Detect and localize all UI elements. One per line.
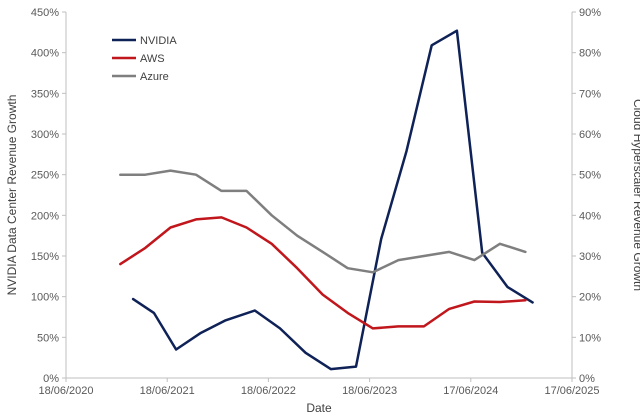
series-line-aws bbox=[119, 216, 527, 330]
y-left-tick-label: 450% bbox=[31, 7, 59, 19]
legend-label-nvidia: NVIDIA bbox=[140, 35, 177, 47]
x-axis-title: Date bbox=[306, 401, 332, 415]
y-axis-left-title: NVIDIA Data Center Revenue Growth bbox=[5, 95, 19, 296]
x-tick-label: 18/06/2022 bbox=[241, 385, 296, 397]
y-right-tick-label: 60% bbox=[579, 129, 601, 141]
y-left-tick-label: 350% bbox=[31, 88, 59, 100]
x-tick-label: 18/06/2023 bbox=[342, 385, 397, 397]
x-tick-label: 18/06/2021 bbox=[140, 385, 195, 397]
legend-label-azure: Azure bbox=[140, 71, 169, 83]
x-tick-label: 18/06/2020 bbox=[38, 385, 93, 397]
y-left-tick-label: 400% bbox=[31, 48, 59, 60]
y-right-tick-label: 80% bbox=[579, 48, 601, 60]
y-right-tick-label: 90% bbox=[579, 7, 601, 19]
ticks: 0%50%100%150%200%250%300%350%400%450%0%1… bbox=[31, 7, 601, 397]
y-left-tick-label: 50% bbox=[37, 332, 59, 344]
y-left-tick-label: 100% bbox=[31, 292, 59, 304]
y-right-tick-label: 10% bbox=[579, 332, 601, 344]
axes bbox=[65, 12, 573, 379]
series-line-azure bbox=[119, 169, 527, 274]
y-left-tick-label: 0% bbox=[43, 373, 59, 385]
y-right-tick-label: 70% bbox=[579, 88, 601, 100]
y-right-tick-label: 40% bbox=[579, 210, 601, 222]
y-right-tick-label: 0% bbox=[579, 373, 595, 385]
y-left-tick-label: 300% bbox=[31, 129, 59, 141]
y-left-tick-label: 250% bbox=[31, 170, 59, 182]
y-right-tick-label: 20% bbox=[579, 292, 601, 304]
legend-label-aws: AWS bbox=[140, 53, 165, 65]
legend: NVIDIA AWS Azure bbox=[112, 35, 177, 83]
y-axis-right-title: Cloud Hyperscaler Revenue Growth bbox=[631, 99, 640, 291]
y-right-tick-label: 50% bbox=[579, 170, 601, 182]
y-left-tick-label: 150% bbox=[31, 251, 59, 263]
y-left-tick-label: 200% bbox=[31, 210, 59, 222]
series-line-nvidia bbox=[131, 29, 534, 371]
series bbox=[119, 29, 534, 371]
x-tick-label: 17/06/2024 bbox=[443, 385, 498, 397]
y-right-tick-label: 30% bbox=[579, 251, 601, 263]
x-tick-label: 17/06/2025 bbox=[544, 385, 599, 397]
